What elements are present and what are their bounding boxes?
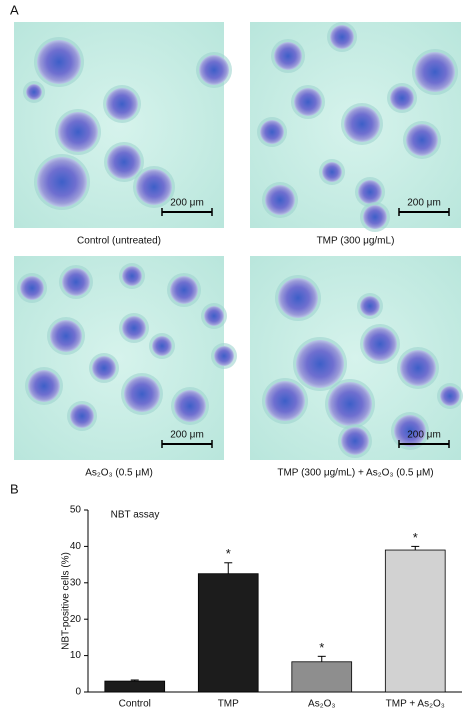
y-tick-label: 50 [70, 505, 82, 516]
cell [344, 106, 380, 142]
panel-label: A [10, 2, 19, 17]
micrograph: 200 μm [14, 22, 232, 228]
image-caption: TMP (300 μg/mL) [317, 236, 395, 247]
micrograph: 200 μm [250, 22, 461, 232]
cell [294, 88, 322, 116]
scale-bar-label: 200 μm [170, 430, 204, 441]
cell [122, 316, 146, 340]
y-axis-label: NBT-positive cells (%) [61, 552, 72, 650]
cell [341, 427, 369, 455]
cell [174, 390, 206, 422]
x-tick-label: Control [119, 699, 151, 710]
cell [265, 185, 295, 215]
cell [322, 162, 342, 182]
cell [274, 42, 302, 70]
bar [384, 549, 446, 693]
x-tick-label: TMP [218, 699, 239, 710]
cell [328, 382, 372, 426]
panel-label: B [10, 481, 19, 496]
cell [107, 145, 141, 179]
cell [26, 84, 42, 100]
chart-title: NBT assay [111, 510, 160, 521]
y-tick-label: 30 [70, 577, 82, 588]
cell [37, 157, 87, 207]
y-tick-label: 0 [75, 687, 81, 698]
scale-bar-label: 200 μm [170, 198, 204, 209]
bar [104, 680, 166, 693]
bar [291, 661, 353, 693]
cell [136, 169, 172, 205]
y-tick-label: 20 [70, 614, 82, 625]
cell [92, 356, 116, 380]
bar [197, 573, 259, 693]
cell [390, 86, 414, 110]
micrograph: 200 μm [14, 256, 237, 460]
cell [50, 320, 82, 352]
cell [278, 278, 318, 318]
cell [440, 386, 460, 406]
cell [28, 370, 60, 402]
cell [58, 112, 98, 152]
cell [122, 266, 142, 286]
image-caption: As₂O₃ (0.5 μM) [85, 468, 153, 479]
cell [62, 268, 90, 296]
cell [199, 55, 229, 85]
cell [37, 40, 81, 84]
significance-marker: * [319, 640, 324, 655]
cell [204, 306, 224, 326]
cell [363, 205, 387, 229]
cell [214, 346, 234, 366]
x-tick-label: As₂O₃ [308, 699, 335, 710]
cell [400, 350, 436, 386]
cell [170, 276, 198, 304]
image-caption: Control (untreated) [77, 236, 161, 247]
cell [394, 415, 426, 447]
micrograph: 200 μm [250, 256, 463, 460]
scale-bar-label: 200 μm [407, 430, 441, 441]
cell [363, 327, 397, 361]
cell [296, 340, 344, 388]
significance-marker: * [413, 530, 418, 545]
cell [70, 404, 94, 428]
cell [124, 376, 160, 412]
cell [406, 124, 438, 156]
cell [260, 120, 284, 144]
cell [106, 88, 138, 120]
scale-bar-label: 200 μm [407, 198, 441, 209]
significance-marker: * [226, 546, 231, 561]
cell [20, 276, 44, 300]
cell [360, 296, 380, 316]
cell [152, 336, 172, 356]
cell [358, 180, 382, 204]
cell [330, 25, 354, 49]
cell [265, 381, 305, 421]
image-caption: TMP (300 μg/mL) + As₂O₃ (0.5 μM) [277, 468, 433, 479]
cell [415, 52, 455, 92]
y-tick-label: 40 [70, 541, 82, 552]
x-tick-label: TMP + As₂O₃ [386, 699, 445, 710]
y-tick-label: 10 [70, 650, 82, 661]
